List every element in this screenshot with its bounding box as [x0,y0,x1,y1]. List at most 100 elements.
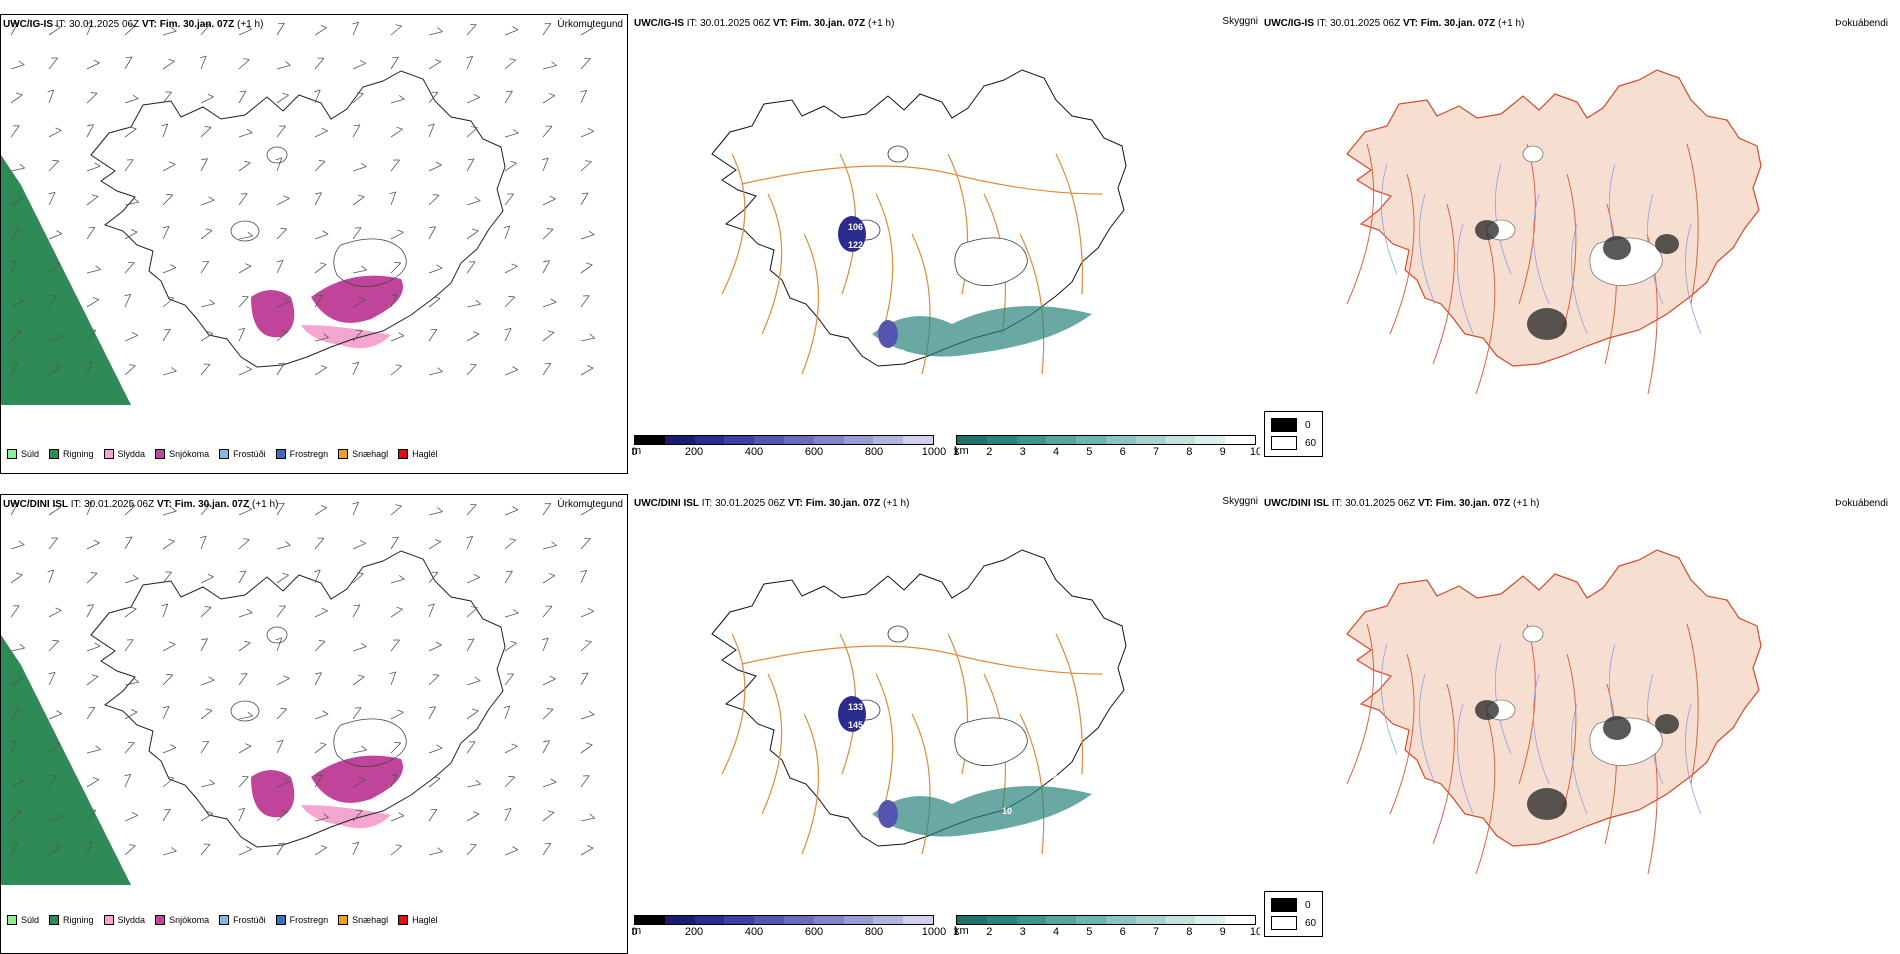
wind-barb [466,638,475,652]
wind-barb [10,540,25,550]
wind-barb [542,810,555,822]
colorbar-tick: 600 [804,446,824,458]
colorbar-segment [635,436,665,444]
panel-title: Þokuábendi [1835,18,1888,29]
wind-barb [275,157,283,172]
wind-barb [200,606,212,618]
wind-barb [504,366,519,376]
wind-barb [86,674,99,686]
colorbar-tick: 5 [1086,926,1093,938]
wind-barb [466,158,475,172]
wind-barb [389,671,397,686]
fog-legend-item: 0 [1271,416,1316,434]
wind-barb [428,226,436,240]
colorbar-segment [957,436,987,444]
wind-barb [238,640,251,652]
wind-barb [162,776,174,788]
wind-barb [200,299,215,308]
river [1532,673,1550,785]
wind-barb [314,774,324,788]
legend-item: Frostregn [275,449,329,459]
colorbar-segment [873,436,904,444]
colorbar-segment [783,436,814,444]
road [741,645,1103,675]
wind-barb [47,569,55,584]
panel-title: Þokuábendi [1835,498,1888,509]
legend-item: Snæhagl [338,449,388,459]
wind-barb [238,263,252,274]
fog-legend: 0 60 [1264,411,1324,457]
wind-barb [162,507,177,516]
wind-barb [48,710,63,720]
wind-barb [428,194,440,206]
low-ceiling-area [878,320,898,348]
wind-barb [580,89,588,104]
wind-barb [48,504,61,516]
colorbar-tick: 6 [1119,926,1126,938]
wind-barb [390,229,404,240]
ceiling-value-label: 281 [986,294,1001,304]
wind-barb [466,708,479,720]
fog-legend: 0 60 [1264,891,1324,937]
wind-barb [48,672,56,686]
road [761,673,783,815]
river [1456,703,1474,815]
wind-barb [542,541,557,550]
wind-barb [466,23,477,36]
wind-barb [503,225,511,240]
legend-label: Snæhagl [352,449,389,459]
road [1686,623,1699,785]
river [1570,703,1588,815]
colorbar-segment [724,436,755,444]
legend-item: Súld [7,915,39,925]
wind-barb [86,194,99,206]
colorbar-segment [1016,916,1047,924]
panel-header: UWC/IG-IS IT: 30.01.2025 06Z VT: Fim. 30… [1264,18,1525,29]
colorbar-segment [1076,436,1106,444]
wind-barb [390,24,402,36]
wind-barb [352,572,364,584]
wind-barb [352,60,366,70]
wind-barb [48,774,57,788]
legend-item: Slydda [103,915,145,925]
wind-barb [276,605,286,618]
wind-barb [352,707,362,720]
wind-barb [124,773,132,788]
legend-swatch [398,915,409,925]
wind-barb [86,706,96,720]
wind-barb [10,810,22,822]
wind-barb [200,676,215,686]
wind-barb [238,58,250,70]
colorbar-unit: m [632,925,642,937]
wind-barb [124,94,139,104]
colorbar-segment [1165,436,1196,444]
wind-barb [86,124,94,138]
glacier-outline [333,238,407,287]
wind-barb [542,675,556,686]
wind-barb [238,295,249,308]
road [1475,713,1496,875]
wind-barb [276,330,288,342]
legend-label: Frostregn [289,915,329,925]
wind-barb [580,742,593,754]
legend-label: Frostregn [289,449,329,459]
wind-barb [10,739,18,754]
wind-barb [238,570,247,584]
wind-barb [314,262,327,274]
wind-barb [276,675,290,686]
wind-barb [542,502,552,516]
wind-barb [428,91,439,104]
wind-barb [238,775,249,788]
wind-barb [428,706,436,720]
wind-barb [466,574,480,584]
road [1432,683,1455,845]
colorbar-tick: 1000 [921,446,947,458]
legend-label: Haglél [412,449,438,459]
wind-barb [314,294,324,308]
wind-barb [276,298,291,308]
wind-barb [124,504,136,516]
road [1055,153,1084,295]
wind-barb [276,260,284,274]
wind-barb [238,673,248,686]
road [1346,143,1375,305]
